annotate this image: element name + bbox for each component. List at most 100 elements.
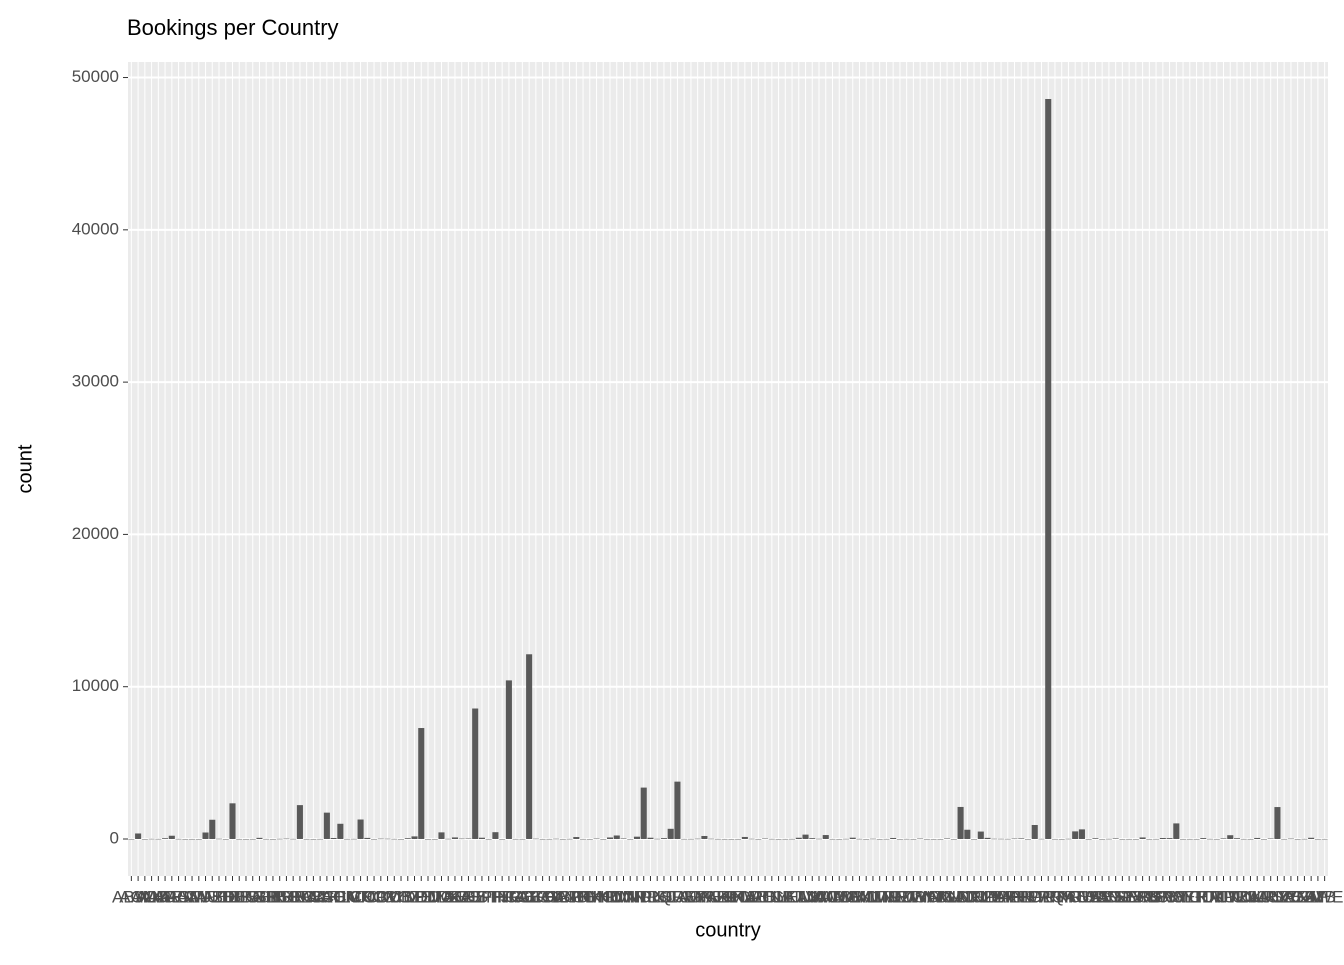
bar [1260, 838, 1267, 840]
bar [1105, 838, 1112, 840]
x-tick-label: SWE [1157, 887, 1196, 906]
x-tick-label: GAB [504, 887, 540, 906]
x-tick-label: SDN [1084, 887, 1120, 906]
x-tick-label: DJI [415, 887, 441, 906]
bar [438, 832, 445, 839]
x-tick-label: UKR [1239, 887, 1275, 906]
bar [546, 838, 553, 840]
bar [364, 837, 371, 839]
bar [876, 838, 883, 840]
x-tick-label: SGP [1098, 887, 1134, 906]
x-tick-label: LTU [783, 887, 814, 906]
bar [1227, 835, 1234, 839]
bar [971, 838, 978, 840]
x-tick-label: BEL [216, 887, 248, 906]
x-tick-label: BGD [234, 887, 271, 906]
x-tick-label: GEO [517, 887, 555, 906]
bar [1045, 99, 1052, 839]
x-tick-label: CPV [363, 887, 399, 906]
x-tick-label: MNE [868, 887, 906, 906]
bar [377, 838, 384, 840]
x-tick-label: IRN [636, 887, 665, 906]
bar [492, 832, 499, 839]
x-tick-label: CZE [398, 887, 432, 906]
bar [762, 838, 769, 840]
bar [1031, 824, 1038, 839]
bar [1294, 838, 1301, 840]
bar [687, 838, 694, 840]
x-tick-label: TMP [1199, 887, 1235, 906]
x-tick-label: FRA [492, 887, 527, 906]
x-tick-label: ZWE [1306, 887, 1344, 906]
bar [789, 838, 796, 840]
x-tick-label: BEN [222, 887, 257, 906]
x-tick-label: BOL [276, 887, 310, 906]
bar [768, 838, 775, 840]
x-tick-label: VEN [1273, 887, 1308, 906]
x-tick-label: ISL [651, 887, 677, 906]
bar [775, 838, 782, 840]
x-tick-label: GBR [511, 887, 548, 906]
bar [1254, 837, 1261, 839]
x-tick-label: JAM [667, 887, 701, 906]
x-tick-label: DNK [424, 887, 461, 906]
y-tick-label: 20000 [72, 524, 119, 543]
x-tick-label: BRB [289, 887, 324, 906]
bar [991, 838, 998, 840]
bar [964, 829, 971, 839]
x-tick-label: AUS [188, 887, 223, 906]
bar [1193, 838, 1200, 840]
bar [256, 837, 263, 839]
bar [398, 838, 405, 840]
bar [404, 838, 411, 839]
bar [168, 835, 175, 839]
bar [1099, 838, 1106, 840]
x-tick-label: PRY [1038, 887, 1073, 906]
x-tick-label: CYP [390, 887, 425, 906]
bar [748, 838, 755, 840]
x-tick-label: HKG [578, 887, 615, 906]
x-tick-label: AIA [131, 887, 159, 906]
bar [728, 838, 735, 840]
x-tick-label: GLP [546, 887, 580, 906]
x-tick-label: LIE [773, 887, 799, 906]
bar [1018, 838, 1025, 839]
bar [815, 838, 823, 840]
x-tick-label: SAU [1078, 887, 1113, 906]
x-tick-label: MCO [813, 887, 853, 906]
bar [445, 838, 452, 840]
x-tick-label: LVA [797, 887, 827, 906]
x-tick-label: DZA [438, 887, 473, 906]
bar [135, 833, 142, 839]
bar [344, 838, 351, 840]
bar [310, 838, 317, 840]
x-tick-label: MDV [827, 887, 865, 906]
bar [708, 838, 715, 840]
bar [863, 838, 870, 840]
bar [242, 838, 250, 840]
x-tick-label: THA [1186, 887, 1221, 906]
x-tick-label: QAT [1052, 887, 1086, 906]
bar [182, 838, 189, 840]
x-tick-label: CAF [303, 887, 337, 906]
bar [155, 838, 162, 840]
x-tick-label: SVN [1152, 887, 1187, 906]
x-tick-label: PRI [1027, 887, 1055, 906]
bar [189, 838, 196, 840]
x-tick-label: EST [465, 887, 498, 906]
bar [627, 838, 634, 840]
x-tick-label: SEN [1091, 887, 1126, 906]
x-tick-label: NAM [915, 887, 953, 906]
x-tick-label: COL [350, 887, 385, 906]
y-axis-title: count [14, 444, 36, 493]
bar [802, 834, 809, 839]
bar [573, 837, 580, 839]
bar [411, 836, 418, 839]
x-tick-label: PAN [991, 887, 1025, 906]
x-tick-label: NULL [959, 887, 1002, 906]
x-tick-label: SYR [1172, 887, 1207, 906]
x-tick-label: LBN [749, 887, 782, 906]
x-tick-label: IND [622, 887, 651, 906]
bar [896, 838, 903, 840]
bar [883, 838, 890, 840]
